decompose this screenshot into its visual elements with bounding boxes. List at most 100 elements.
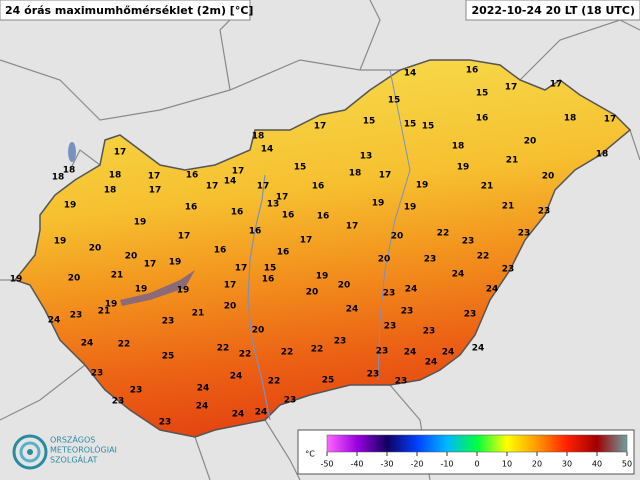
station-value: 16 [185,203,198,213]
station-value: 23 [130,386,143,396]
logo-ring [19,441,41,463]
station-value: 17 [276,193,289,203]
station-value: 16 [262,275,275,285]
station-value: 15 [422,122,435,132]
station-value: 24 [230,372,243,382]
station-value: 23 [518,229,531,239]
station-value: 20 [378,255,391,265]
station-value: 15 [388,96,401,106]
station-value: 20 [338,281,351,291]
colorbar-tick-label: -10 [440,460,453,469]
station-value: 23 [423,327,436,337]
logo: ORSZÁGOS METEOROLÓGIAI SZOLGÁLAT [12,434,117,470]
logo-text: SZOLGÁLAT [50,454,97,465]
station-value: 25 [162,352,175,362]
country [13,59,632,438]
colorbar-tick-label: -30 [380,460,393,469]
station-value: 19 [372,199,385,209]
datetime-box [465,0,640,21]
station-value: 17 [148,172,161,182]
station-value: 17 [206,182,219,192]
station-value: 24 [404,348,417,358]
station-value: 24 [255,408,268,418]
station-value: 23 [159,418,172,428]
station-value: 18 [252,132,265,142]
station-value: 15 [476,89,489,99]
station-value: 14 [224,177,237,187]
station-value: 15 [363,117,376,127]
station-value: 16 [277,248,290,258]
station-value: 20 [252,326,265,336]
river-tisza [377,69,411,381]
station-value: 17 [144,260,157,270]
datetime: 2022-10-24 20 LT (18 UTC) [471,4,635,17]
station-value: 16 [317,212,330,222]
title: 24 órás maximumhőmérséklet (2m) [°C] [5,4,253,17]
station-value: 20 [542,172,555,182]
station-value: 24 [346,305,359,315]
legend-unit: °C [305,450,315,459]
station-value: 22 [217,344,230,354]
colorbar [326,434,628,453]
station-value: 15 [294,163,307,173]
station-value: 18 [109,171,122,181]
station-value: 19 [10,275,23,285]
station-value: 18 [596,150,609,160]
station-value: 17 [257,182,270,192]
station-value: 17 [550,80,563,90]
station-value: 14 [261,145,274,155]
station-value: 13 [360,152,373,162]
station-value: 19 [316,272,329,282]
station-value: 20 [89,244,102,254]
station-value: 20 [524,137,537,147]
station-value: 24 [425,358,438,368]
station-value: 23 [383,289,396,299]
logo-dot [27,449,33,455]
station-value: 22 [281,348,294,358]
station-value: 21 [192,309,205,319]
river-danube [247,174,271,421]
station-value: 19 [134,218,147,228]
station-value: 23 [464,310,477,320]
colorbar-tick-label: -50 [320,460,333,469]
station-value: 19 [404,203,417,213]
logo-text: ORSZÁGOS [50,434,95,445]
station-value: 23 [367,370,380,380]
station-value: 25 [322,376,335,386]
station-value: 21 [502,202,515,212]
station-value: 20 [391,232,404,242]
station-value: 16 [312,182,325,192]
station-value: 16 [249,227,262,237]
station-value: 24 [405,285,418,295]
station-value: 18 [349,169,362,179]
station-value: 24 [81,339,94,349]
station-value: 17 [178,232,191,242]
station-value: 23 [401,307,414,317]
lake-balaton [120,270,195,306]
station-value: 17 [300,236,313,246]
station-value: 23 [538,207,551,217]
station-value: 18 [52,173,65,183]
station-value: 17 [346,222,359,232]
station-value: 21 [98,307,111,317]
station-value: 20 [68,274,81,284]
station-value: 21 [111,271,124,281]
station-value: 23 [284,396,297,406]
station-value: 19 [64,201,77,211]
station-value: 22 [477,252,490,262]
station-value: 23 [384,322,397,332]
station-value: 23 [91,369,104,379]
station-value: 24 [486,285,499,295]
station-value: 20 [125,252,138,262]
station-value: 24 [197,384,210,394]
colorbar-tick-label: -40 [350,460,363,469]
station-value: 13 [267,200,280,210]
station-value: 17 [604,115,617,125]
station-value: 22 [311,345,324,355]
station-value: 22 [437,229,450,239]
lake-ferto [68,142,76,162]
legend: -50 -40 -30 -20 -10 0 10 20 30 40 50 [320,434,632,469]
station-value: 19 [54,237,67,247]
station-value: 23 [334,337,347,347]
station-value: 17 [235,264,248,274]
